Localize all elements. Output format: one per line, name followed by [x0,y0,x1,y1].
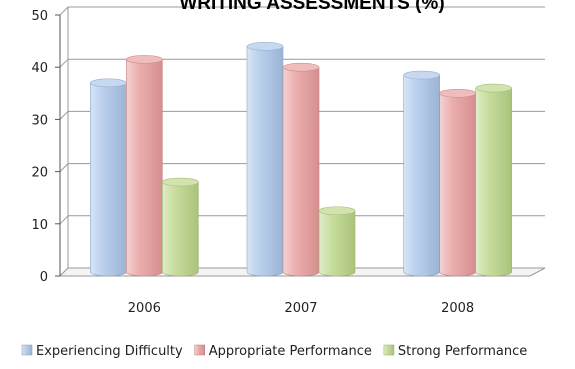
legend-swatch [21,344,33,356]
bar-top [282,62,320,72]
legend-swatch [383,344,395,356]
y-tick-label: 10 [31,218,48,233]
bar-top [475,83,512,93]
bar-top [126,55,163,64]
bars [90,42,512,277]
gridline-depth [59,6,69,16]
x-tick-label: 2006 [128,301,161,316]
bar-top [246,42,284,51]
legend-label: Appropriate Performance [209,344,372,359]
x-axis-labels: 2006 2007 2008 [128,301,474,316]
y-tick-label: 50 [31,9,48,24]
gridline-depth [59,163,69,172]
bar [475,87,512,277]
gridline-depth [59,111,69,120]
y-axis: 0 10 20 30 40 50 [31,9,61,285]
legend-swatch [194,344,205,356]
x-tick-label: 2008 [441,301,474,316]
legend-item: Strong Performance [383,344,527,359]
bar-top [403,70,440,80]
legend-label: Experiencing Difficulty [36,344,183,359]
legend-item: Appropriate Performance [194,344,372,359]
bar-top [318,206,356,216]
legend-item: Experiencing Difficulty [21,344,183,359]
chart-title: WRITING ASSESSMENTS (%) [179,0,444,14]
bar [439,93,476,277]
bar [246,46,284,277]
bar [162,181,199,277]
y-tick-label: 40 [31,61,48,76]
legend-label: Strong Performance [398,344,527,359]
gridline-depth [59,58,69,68]
bar [282,66,320,277]
y-tick-label: 30 [31,113,48,128]
gridline-depth [59,215,69,225]
bar-top [439,89,476,98]
x-tick-label: 2007 [284,301,317,316]
bar [90,82,127,277]
legend: Experiencing Difficulty Appropriate Perfo… [21,344,527,359]
bar-top [90,78,127,88]
bar [403,74,440,277]
y-tick-label: 0 [40,270,48,285]
y-tick-label: 20 [31,166,48,181]
bar-top [162,177,199,187]
bar [318,210,356,277]
bar [126,59,163,277]
